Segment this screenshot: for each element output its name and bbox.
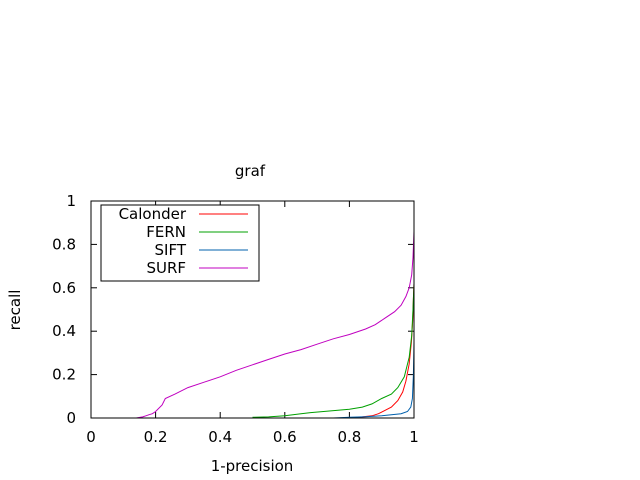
- series-lines: [136, 231, 415, 419]
- x-axis-label: 1-precision: [211, 457, 294, 475]
- y-tick-label: 1: [66, 192, 76, 210]
- chart-title: graf: [235, 162, 266, 180]
- legend-label-calonder: Calonder: [119, 205, 187, 223]
- series-line-sift: [333, 342, 415, 419]
- x-tick-label: 0.8: [337, 428, 361, 446]
- y-tick-label: 0.4: [52, 322, 76, 340]
- x-tick-label: 0: [86, 428, 96, 446]
- axis-tick-labels: 0 0.2 0.4 0.6 0.8 1 0 0.2 0.4 0.6 0.8 1: [52, 192, 419, 446]
- x-tick-label: 1: [409, 428, 419, 446]
- y-tick-label: 0.8: [52, 235, 76, 253]
- plot-frame: [90, 200, 415, 419]
- x-tick-label: 0.2: [144, 428, 168, 446]
- y-tick-label: 0.2: [52, 366, 76, 384]
- legend-label-fern: FERN: [146, 223, 186, 241]
- y-axis-label: recall: [6, 290, 24, 331]
- x-tick-label: 0.4: [208, 428, 232, 446]
- y-tick-label: 0.6: [52, 279, 76, 297]
- legend-label-surf: SURF: [146, 259, 186, 277]
- legend-label-sift: SIFT: [155, 241, 187, 259]
- x-tick-label: 0.6: [273, 428, 297, 446]
- series-line-fern: [252, 283, 415, 418]
- series-line-calonder: [349, 283, 415, 419]
- y-tick-label: 0: [66, 409, 76, 427]
- series-line-surf: [136, 231, 415, 419]
